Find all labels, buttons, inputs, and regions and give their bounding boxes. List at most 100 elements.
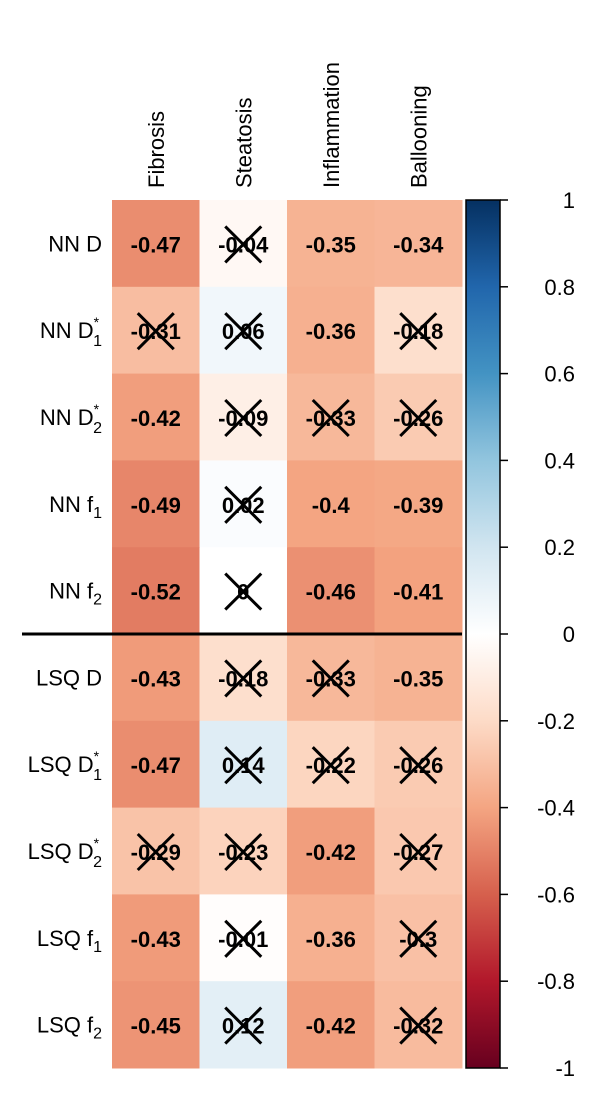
- cell-value-label: -0.41: [393, 580, 443, 605]
- cell-fill: [374, 634, 463, 722]
- non-significant-cross: [399, 832, 438, 872]
- row-labels: NN D NN D* 1 NN D* 2 NN f1 NN f2 LSQ D LSQ D* 1 LS…: [28, 231, 102, 1042]
- non-significant-cross: [311, 398, 350, 438]
- cell-fill: [112, 547, 200, 635]
- colorbar-tick-label: 0: [563, 622, 575, 647]
- cell-fill: [112, 720, 200, 809]
- colorbar-tick-label: -0.4: [537, 796, 575, 821]
- heatmap-cell: -0.46: [287, 547, 375, 635]
- cell-value-label: -0.47: [131, 232, 181, 257]
- heatmap-cell: -0.27: [374, 807, 463, 895]
- heatmap-cell: -0.31: [112, 286, 200, 375]
- non-significant-cross: [399, 919, 438, 958]
- cell-value-label: -0.42: [306, 840, 356, 865]
- cell-fill: [287, 286, 375, 375]
- colorbar-tick-label: -1: [555, 1056, 575, 1081]
- heatmap-cell: -0.23: [199, 807, 288, 895]
- heatmap-cell: -0.33: [287, 373, 375, 461]
- colorbar: 1 0.8 0.6 0.4 0.2 0 -0.2 -0.4 -0.6 -0.8 -1: [465, 188, 575, 1081]
- non-significant-cross: [224, 485, 263, 524]
- heatmap-cell: -0.52: [112, 547, 200, 635]
- cell-fill: [287, 807, 375, 895]
- non-significant-cross: [311, 746, 350, 785]
- non-significant-cross: [224, 225, 263, 264]
- column-label: Inflammation: [319, 62, 344, 188]
- colorbar-tick-label: 0.6: [544, 362, 575, 387]
- non-significant-cross: [136, 832, 175, 872]
- colorbar-tick-label: 0.2: [544, 535, 575, 560]
- heatmap-cell: -0.42: [287, 981, 375, 1069]
- non-significant-cross: [311, 659, 350, 698]
- heatmap-cell: -0.26: [374, 720, 463, 809]
- colorbar-tick-label: 0.8: [544, 275, 575, 300]
- cell-fill: [287, 547, 375, 635]
- heatmap-cell: -0.34: [374, 200, 463, 288]
- cell-value-label: -0.43: [131, 927, 181, 952]
- heatmap-cell: -0.43: [112, 634, 200, 722]
- row-label: NN f2: [49, 579, 102, 609]
- cell-fill: [287, 200, 375, 288]
- colorbar-tick-label: -0.2: [537, 709, 575, 734]
- non-significant-cross: [224, 572, 263, 611]
- non-significant-cross: [399, 312, 438, 351]
- non-significant-cross: [399, 746, 438, 785]
- cell-value-label: -0.36: [306, 927, 356, 952]
- cell-value-label: -0.35: [393, 666, 443, 691]
- heatmap-cell: -0.42: [287, 807, 375, 895]
- non-significant-cross: [224, 1006, 263, 1045]
- heatmap-cell: -0.18: [199, 634, 288, 722]
- colorbar-tick-label: -0.8: [537, 969, 575, 994]
- heatmap-cell: 0.06: [199, 286, 288, 375]
- cell-value-label: -0.49: [131, 493, 181, 518]
- non-significant-cross: [224, 746, 263, 785]
- heatmap-cell: -0.04: [199, 200, 288, 288]
- heatmap-cell: -0.33: [287, 634, 375, 722]
- non-significant-cross: [399, 1006, 438, 1045]
- heatmap-cell: 0.12: [199, 981, 288, 1069]
- cell-value-label: -0.34: [393, 232, 444, 257]
- cell-value-label: -0.36: [306, 319, 356, 344]
- heatmap-cell: -0.26: [374, 373, 463, 461]
- heatmap-cell: -0.09: [199, 373, 288, 461]
- heatmap-cell: -0.35: [374, 634, 463, 722]
- cell-value-label: -0.42: [306, 1014, 356, 1039]
- colorbar-tick-label: 0.4: [544, 448, 575, 473]
- cell-value-label: -0.46: [306, 580, 356, 605]
- heatmap-cell: -0.36: [287, 286, 375, 375]
- column-label: Steatosis: [231, 98, 256, 189]
- cell-fill: [287, 460, 375, 548]
- row-label: NN D* 2: [40, 401, 102, 437]
- heatmap-cell: -0.4: [287, 460, 375, 548]
- heatmap-cell: -0.29: [112, 807, 200, 895]
- heatmap-cell: -0.36: [287, 894, 375, 982]
- heatmap-cell: 0: [199, 547, 288, 635]
- cell-value-label: -0.47: [131, 753, 181, 778]
- row-label: LSQ f2: [37, 1013, 102, 1043]
- row-label: NN f1: [49, 492, 102, 522]
- non-significant-cross: [399, 398, 438, 438]
- heatmap-cell: -0.45: [112, 981, 200, 1069]
- column-label: Fibrosis: [144, 111, 169, 188]
- cell-value-label: -0.39: [393, 493, 443, 518]
- cell-fill: [374, 200, 463, 288]
- row-label: LSQ D: [36, 665, 102, 690]
- column-label: Ballooning: [406, 85, 431, 188]
- heatmap-cell: -0.49: [112, 460, 200, 548]
- non-significant-cross: [224, 312, 263, 351]
- column-labels: Fibrosis Steatosis Inflammation Ballooning: [144, 62, 432, 188]
- heatmap-cell: -0.01: [199, 894, 288, 982]
- heatmap-cell: -0.22: [287, 720, 375, 809]
- colorbar-gradient: [465, 199, 501, 1069]
- heatmap-cell: -0.42: [112, 373, 200, 461]
- heatmap-cell: -0.3: [374, 894, 463, 982]
- cell-value-label: -0.4: [312, 493, 351, 518]
- non-significant-cross: [224, 659, 263, 698]
- row-label: LSQ f1: [37, 926, 102, 956]
- row-label: LSQ D* 2: [28, 835, 102, 871]
- cell-fill: [112, 894, 200, 982]
- heatmap-cells: -0.47-0.04-0.35-0.34-0.310.06-0.36-0.18-…: [112, 200, 463, 1069]
- heatmap-cell: -0.47: [112, 720, 200, 809]
- heatmap-cell: 0.14: [199, 720, 288, 809]
- cell-fill: [374, 547, 463, 635]
